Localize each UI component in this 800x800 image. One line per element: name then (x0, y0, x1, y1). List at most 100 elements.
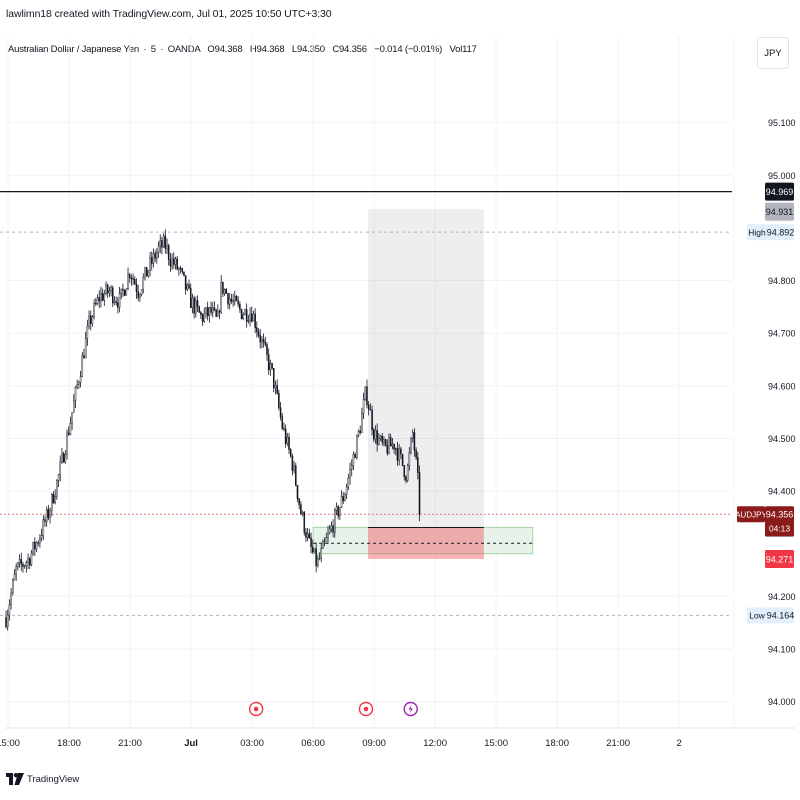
candle-body (361, 413, 363, 433)
candle-body (235, 296, 238, 302)
candle-body (237, 300, 239, 305)
candle-body (284, 428, 287, 444)
candle-body (95, 303, 97, 305)
candle-body (395, 448, 397, 450)
low-value: L94.350 (291, 44, 325, 55)
candle-body (23, 565, 26, 567)
candle-body (200, 312, 202, 316)
candle-body (313, 548, 316, 553)
candle-body (386, 445, 389, 454)
candle-body (210, 307, 212, 313)
candle-body (379, 435, 382, 439)
time-axis-tick: 03:00 (240, 738, 264, 749)
candle-body (266, 344, 268, 355)
chart-credit: lawlimn18 created with TradingView.com, … (6, 8, 332, 20)
candle-body (157, 245, 160, 253)
candle-body (149, 257, 151, 271)
price-axis-tick: 94.000 (768, 697, 796, 707)
candle-body (113, 301, 116, 304)
candle-body (179, 268, 182, 270)
candle-body (128, 274, 131, 279)
candle-body (64, 454, 67, 463)
exchange-label: OANDA (167, 44, 200, 55)
candle-body (122, 288, 124, 291)
candle-body (12, 579, 14, 594)
candle-body (352, 454, 355, 466)
candle-body (208, 307, 211, 317)
candle-body (47, 509, 50, 518)
candle-body (345, 486, 348, 495)
candle-body (125, 288, 128, 296)
candle-body (117, 302, 119, 308)
candle-body (81, 355, 84, 377)
time-axis-tick: 21:00 (118, 738, 142, 749)
candle-body (193, 297, 195, 314)
symbol-legend[interactable]: Australian Dollar / Japanese Yen · 5 · O… (8, 44, 477, 55)
candle-body (71, 412, 73, 424)
candle-body (159, 240, 162, 247)
candle-body (400, 448, 402, 455)
candle-body (118, 293, 121, 308)
candle-body (303, 512, 306, 533)
candle-body (84, 338, 87, 359)
candle-body (69, 423, 72, 435)
candle-body (78, 381, 80, 385)
candle-body (67, 432, 70, 435)
candle-body (367, 404, 370, 410)
interval-label[interactable]: 5 (150, 44, 156, 55)
candle-body (213, 307, 216, 311)
candle-body (206, 307, 209, 317)
open-value: O94.368 (207, 44, 243, 55)
candle-body (130, 277, 133, 279)
candle-body (330, 525, 333, 530)
candle-body (372, 429, 375, 440)
price-axis-tick: 95.100 (768, 118, 796, 128)
currency-button[interactable]: JPY (757, 37, 789, 69)
candle-body (325, 537, 328, 542)
candle-body (154, 253, 156, 259)
lightning-glyph (408, 704, 413, 714)
rectangle-drawing[interactable] (367, 208, 484, 528)
candle-body (52, 493, 55, 503)
candle-body (359, 430, 361, 433)
candle-body (54, 496, 56, 503)
candle-body (61, 453, 63, 463)
candle-body (300, 504, 302, 515)
candle-body (350, 465, 353, 470)
candle-body (378, 438, 380, 445)
scale-94-931-badge (765, 202, 794, 221)
candle-body (132, 278, 134, 280)
high-tag-label: High (748, 227, 766, 237)
candle-body (59, 461, 62, 476)
candle-body (369, 409, 372, 411)
candle-body (105, 284, 107, 295)
candle-body (10, 592, 12, 606)
candle-body (232, 300, 234, 302)
candle-body (186, 284, 189, 290)
symbol-name[interactable]: Australian Dollar / Japanese Yen (8, 44, 139, 55)
high-price-label: 94.892 (767, 227, 795, 237)
candle-body (318, 557, 321, 560)
candle-body (259, 335, 261, 343)
tradingview-watermark[interactable]: TradingView (6, 773, 79, 785)
time-axis-tick: 21:00 (606, 738, 630, 749)
candle-body (366, 386, 368, 406)
candle-body (35, 542, 38, 550)
candle-body (112, 287, 114, 304)
candle-body (100, 292, 102, 301)
candle-body (191, 297, 194, 309)
candle-body (91, 316, 94, 325)
candle-body (42, 519, 45, 536)
candle-body (247, 320, 250, 322)
level-969-label: 94.969 (766, 187, 794, 197)
low-price-bg (767, 607, 794, 624)
time-axis-tick: 12:00 (423, 738, 447, 749)
candle-body (174, 258, 177, 265)
candle-body (101, 292, 104, 301)
candle-body (5, 617, 7, 627)
scale-94-271-badge (765, 550, 794, 569)
candle-body (40, 535, 43, 539)
candle-body (39, 537, 41, 544)
candle-body (291, 455, 294, 471)
